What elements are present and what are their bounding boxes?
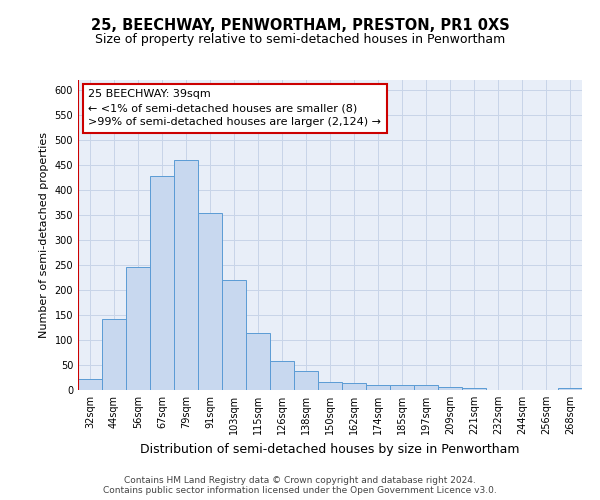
Bar — [150, 176, 174, 390]
Bar — [78, 379, 102, 390]
Bar — [102, 319, 126, 390]
Bar — [558, 388, 582, 390]
Bar — [438, 387, 462, 390]
Bar — [246, 332, 270, 390]
Bar — [366, 384, 390, 390]
Bar — [294, 371, 318, 390]
Bar — [342, 382, 366, 390]
Bar — [270, 361, 294, 390]
Bar — [126, 267, 150, 390]
Text: 25, BEECHWAY, PENWORTHAM, PRESTON, PR1 0XS: 25, BEECHWAY, PENWORTHAM, PRESTON, PR1 0… — [91, 18, 509, 32]
Text: Contains HM Land Registry data © Crown copyright and database right 2024.
Contai: Contains HM Land Registry data © Crown c… — [103, 476, 497, 495]
Y-axis label: Number of semi-detached properties: Number of semi-detached properties — [39, 132, 49, 338]
Bar — [198, 212, 222, 390]
Bar — [462, 388, 486, 390]
Text: Size of property relative to semi-detached houses in Penwortham: Size of property relative to semi-detach… — [95, 32, 505, 46]
Bar — [390, 384, 414, 390]
Text: 25 BEECHWAY: 39sqm
← <1% of semi-detached houses are smaller (8)
>99% of semi-de: 25 BEECHWAY: 39sqm ← <1% of semi-detache… — [88, 90, 381, 128]
Bar — [318, 382, 342, 390]
Bar — [414, 385, 438, 390]
Bar — [174, 160, 198, 390]
Bar — [222, 280, 246, 390]
X-axis label: Distribution of semi-detached houses by size in Penwortham: Distribution of semi-detached houses by … — [140, 442, 520, 456]
